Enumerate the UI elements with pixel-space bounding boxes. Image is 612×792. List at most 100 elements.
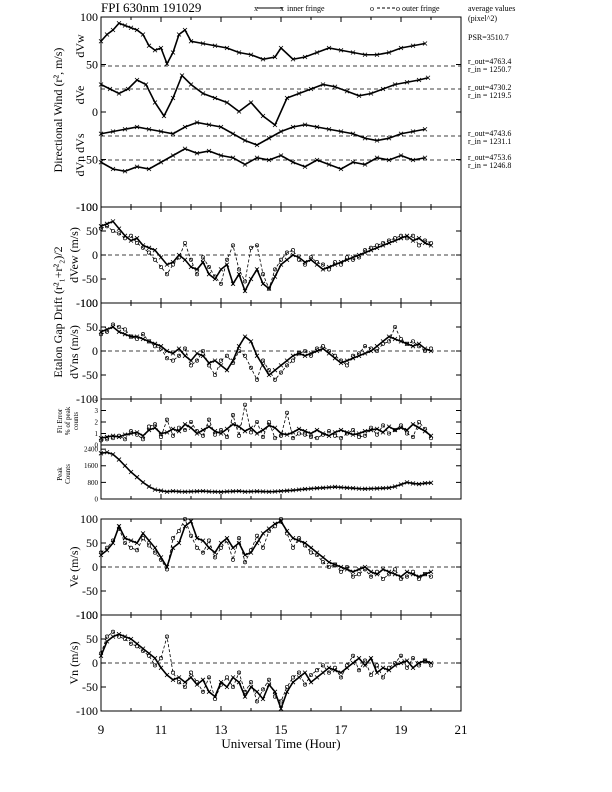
data-point — [410, 481, 416, 486]
data-point — [428, 436, 434, 441]
y-tick-label: 3 — [95, 407, 99, 415]
data-point — [296, 431, 302, 436]
data-point — [308, 550, 314, 555]
data-point — [338, 670, 344, 675]
data-point — [260, 358, 266, 363]
data-point — [260, 489, 266, 494]
data-point — [146, 484, 152, 489]
data-point — [104, 634, 110, 639]
data-point — [284, 250, 290, 255]
data-point — [368, 486, 374, 491]
data-point — [290, 545, 296, 550]
data-point — [380, 240, 386, 246]
data-point — [242, 552, 248, 558]
data-point — [416, 235, 422, 241]
data-point — [158, 656, 164, 661]
x-tick-label: 15 — [275, 722, 288, 737]
data-point — [200, 488, 206, 494]
data-point — [260, 687, 266, 692]
data-point — [230, 557, 236, 562]
data-point — [152, 655, 158, 661]
data-point — [128, 469, 134, 475]
legend-outer-label: outer fringe — [402, 4, 440, 13]
data-point — [236, 267, 242, 272]
data-point — [110, 219, 116, 224]
panel2-ylabel: dVew (m/s) — [67, 227, 81, 283]
data-point — [422, 126, 428, 132]
data-point — [182, 257, 188, 263]
data-point — [218, 682, 224, 687]
data-point — [218, 427, 224, 433]
data-point — [164, 634, 170, 639]
data-point — [272, 694, 278, 699]
data-point — [200, 550, 206, 555]
data-point — [422, 41, 428, 46]
data-point — [404, 341, 410, 346]
data-point — [290, 252, 296, 258]
data-point — [308, 431, 314, 436]
data-point — [374, 432, 380, 437]
r-in-1: r_in = 1250.7 — [468, 65, 511, 74]
data-point — [188, 82, 194, 87]
data-point — [356, 567, 362, 572]
data-point — [278, 257, 284, 262]
data-point — [356, 486, 362, 491]
data-point — [422, 480, 428, 486]
data-point — [374, 343, 380, 349]
data-point — [206, 675, 212, 680]
y-tick-label: -100 — [76, 608, 98, 622]
data-point — [290, 679, 296, 685]
data-point — [248, 548, 254, 553]
data-point — [170, 488, 176, 494]
series-line — [100, 404, 432, 441]
series-line — [100, 225, 432, 290]
data-point — [398, 653, 404, 658]
data-point — [254, 689, 260, 695]
data-point — [302, 353, 308, 359]
data-point — [350, 131, 356, 137]
data-point — [182, 146, 188, 152]
data-point — [284, 531, 290, 536]
data-point — [416, 419, 422, 425]
svg-text:o: o — [370, 4, 374, 13]
y-tick-label: 100 — [80, 512, 98, 526]
panel5-ylabel-2: Counts — [64, 464, 72, 484]
data-point — [110, 166, 116, 172]
data-point — [278, 153, 284, 158]
data-point — [380, 86, 386, 92]
data-point — [302, 164, 308, 170]
data-point — [260, 427, 266, 433]
data-point — [302, 122, 308, 128]
data-point — [110, 322, 116, 327]
data-point — [344, 564, 350, 570]
data-point — [350, 660, 356, 666]
data-point — [362, 658, 368, 663]
data-point — [104, 437, 110, 442]
data-point — [176, 425, 182, 430]
data-point — [392, 336, 398, 342]
data-point — [206, 424, 212, 429]
data-point — [146, 245, 152, 251]
data-point — [206, 122, 212, 128]
data-point — [368, 672, 374, 678]
data-point — [314, 436, 320, 441]
data-point — [224, 489, 230, 494]
data-point — [392, 660, 398, 666]
data-point — [260, 434, 266, 440]
series-line — [100, 451, 432, 493]
data-point — [218, 431, 224, 436]
data-point — [122, 636, 128, 642]
data-point — [146, 653, 152, 658]
data-point — [320, 82, 326, 87]
data-point — [218, 540, 224, 546]
data-point — [134, 164, 140, 170]
data-point — [338, 569, 344, 574]
data-point — [218, 281, 224, 286]
data-point — [224, 434, 230, 440]
data-point — [146, 126, 152, 132]
data-point — [266, 157, 272, 163]
data-point — [116, 526, 122, 531]
data-point — [248, 489, 254, 494]
data-point — [122, 331, 128, 337]
avg-label-1: average values — [468, 4, 515, 13]
